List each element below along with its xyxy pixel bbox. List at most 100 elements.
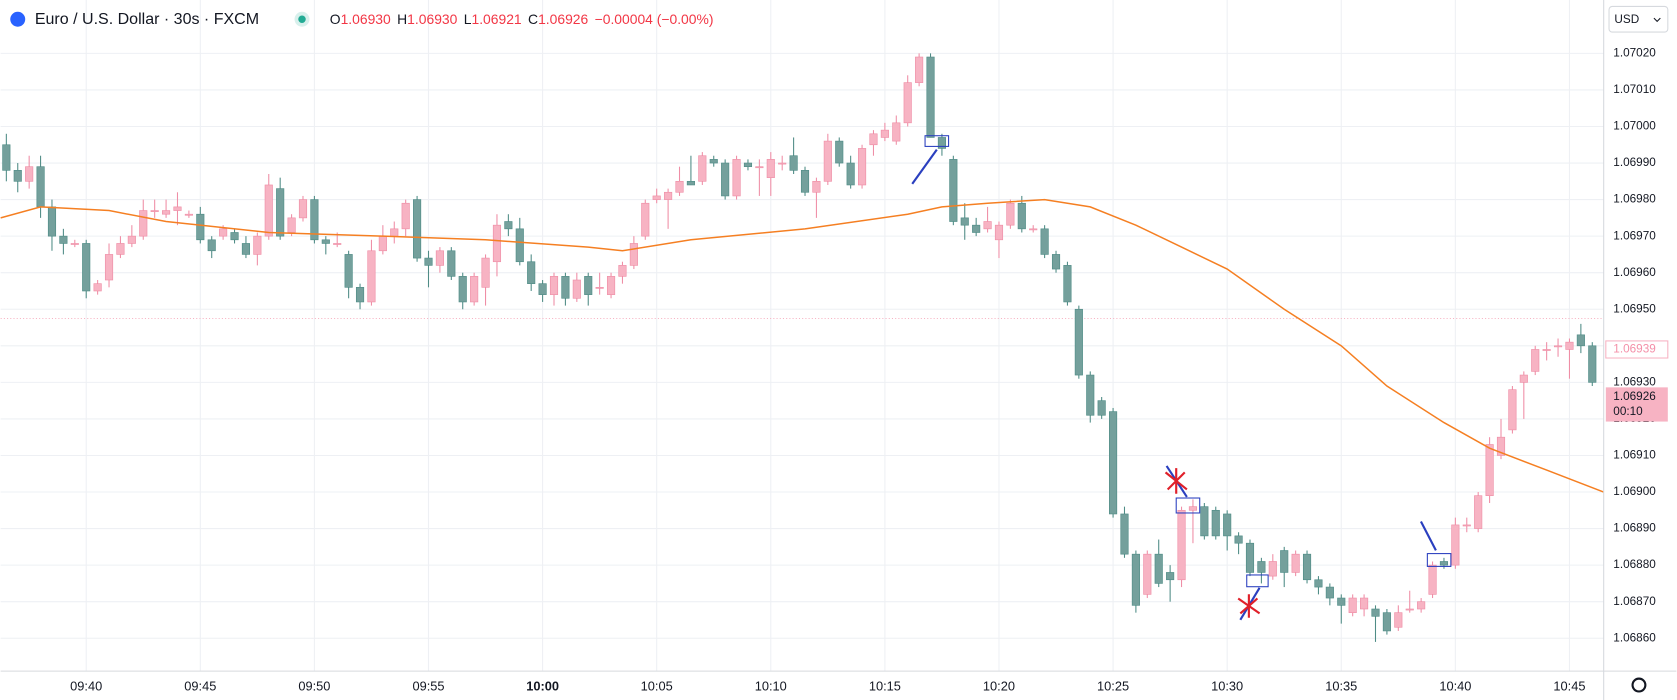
candle-body	[1166, 572, 1175, 581]
marker-box	[1175, 497, 1201, 514]
symbol-logo	[10, 11, 26, 27]
candle-body	[915, 56, 924, 83]
candle-body	[800, 170, 810, 193]
candle-body	[492, 224, 502, 263]
candle-body	[1405, 608, 1414, 611]
y-tick-label: 1.06950	[1613, 302, 1656, 315]
ema-line	[0, 198, 1604, 493]
ohlc-key: L	[464, 10, 472, 26]
candle-body	[481, 257, 490, 288]
x-tick-label: 10:35	[1325, 679, 1357, 694]
candle-body	[823, 140, 832, 182]
candle-body	[1257, 561, 1266, 573]
candle-body	[116, 243, 125, 255]
candle-body	[1542, 349, 1551, 351]
candle-body	[447, 250, 456, 277]
candle-body	[264, 184, 273, 237]
candle-body	[1109, 411, 1118, 515]
ohlc-value: 1.06930	[407, 10, 457, 26]
candle-body	[390, 228, 399, 237]
candle-body	[310, 199, 319, 241]
currency[interactable]: USD	[1614, 13, 1639, 26]
y-tick-label: 1.07010	[1613, 83, 1656, 96]
x-tick-label: 10:25	[1097, 679, 1129, 694]
candle-body	[13, 170, 22, 182]
x-tick-label: 10:15	[869, 679, 901, 694]
candle-body	[1268, 561, 1277, 577]
candle-body	[435, 250, 444, 266]
candle-body	[253, 235, 262, 255]
candle-body	[618, 265, 627, 277]
candle-body	[504, 221, 513, 230]
candle-body	[367, 250, 376, 303]
candle-body	[1131, 553, 1140, 606]
x-tick-label: 10:30	[1211, 679, 1243, 694]
candle-body	[1496, 436, 1506, 456]
candle-body	[1553, 345, 1563, 348]
candle-body	[1280, 550, 1289, 573]
status-dot	[298, 15, 306, 23]
candle-body	[595, 286, 604, 289]
candle-body	[470, 276, 479, 303]
candle-body	[1565, 341, 1574, 350]
y-tick-label: 1.07020	[1613, 46, 1656, 59]
candle-body	[1519, 374, 1528, 383]
candle-body	[1531, 349, 1540, 372]
candle-body	[321, 239, 330, 244]
candle-body	[755, 166, 764, 169]
candle-body	[527, 261, 536, 284]
candle-body	[949, 159, 958, 222]
candle-body	[561, 276, 570, 299]
x-tick-label: 10:40	[1439, 679, 1471, 694]
settings[interactable]	[1631, 677, 1647, 693]
candle-body	[70, 243, 79, 245]
candle-body	[641, 202, 650, 237]
candle-body	[1451, 524, 1460, 566]
mark-price-label: 1.06939	[1613, 343, 1655, 356]
candle-body	[173, 206, 182, 211]
candle-body	[1120, 513, 1129, 555]
y-tick-label: 1.06960	[1613, 266, 1656, 279]
candle-body	[766, 159, 775, 178]
y-tick-label: 1.06990	[1613, 156, 1656, 169]
candle-body	[1234, 535, 1243, 544]
candle-body	[606, 276, 616, 295]
change: −0.00004 (−0.00%)	[595, 10, 714, 26]
candle-body	[732, 159, 741, 197]
candle-body	[150, 210, 159, 212]
x-tick-label: 09:50	[298, 679, 330, 694]
candle-body	[778, 162, 787, 165]
x-tick-label: 09:40	[70, 679, 102, 694]
axes: 1.06860 1.06870 1.06880 1.06890 1.06900 1.069…	[70, 46, 1669, 694]
candle-body	[93, 283, 102, 292]
candle-body	[241, 243, 251, 255]
marker-line	[1419, 521, 1437, 551]
candle-body	[287, 217, 296, 233]
currency-select[interactable]: USD	[1608, 5, 1669, 33]
y-tick-label: 1.06870	[1613, 595, 1656, 608]
candle-body	[2, 144, 11, 171]
candle-body	[1086, 374, 1095, 416]
candle-body	[675, 180, 684, 193]
candle-body	[892, 122, 901, 142]
candle-body	[1439, 561, 1449, 566]
candle-body	[743, 162, 753, 168]
candle-body	[1188, 506, 1198, 511]
candle-body	[219, 228, 228, 237]
mark-price-tag	[1605, 340, 1669, 359]
candle-body	[1314, 579, 1323, 588]
x-tick-label: 10:45	[1553, 679, 1585, 694]
candle-body	[629, 243, 638, 266]
candle-body	[994, 224, 1004, 241]
candle-body	[869, 133, 878, 146]
candle-body	[207, 239, 216, 252]
candle-body	[572, 279, 581, 299]
candle-body	[903, 82, 912, 124]
candle-body	[983, 221, 992, 230]
currency-box[interactable]	[1608, 5, 1669, 33]
candle-body	[926, 56, 935, 138]
candle-body	[36, 166, 45, 208]
candle-body	[139, 210, 148, 237]
gear-icon[interactable]	[1631, 677, 1647, 693]
candle-body	[1291, 553, 1300, 573]
